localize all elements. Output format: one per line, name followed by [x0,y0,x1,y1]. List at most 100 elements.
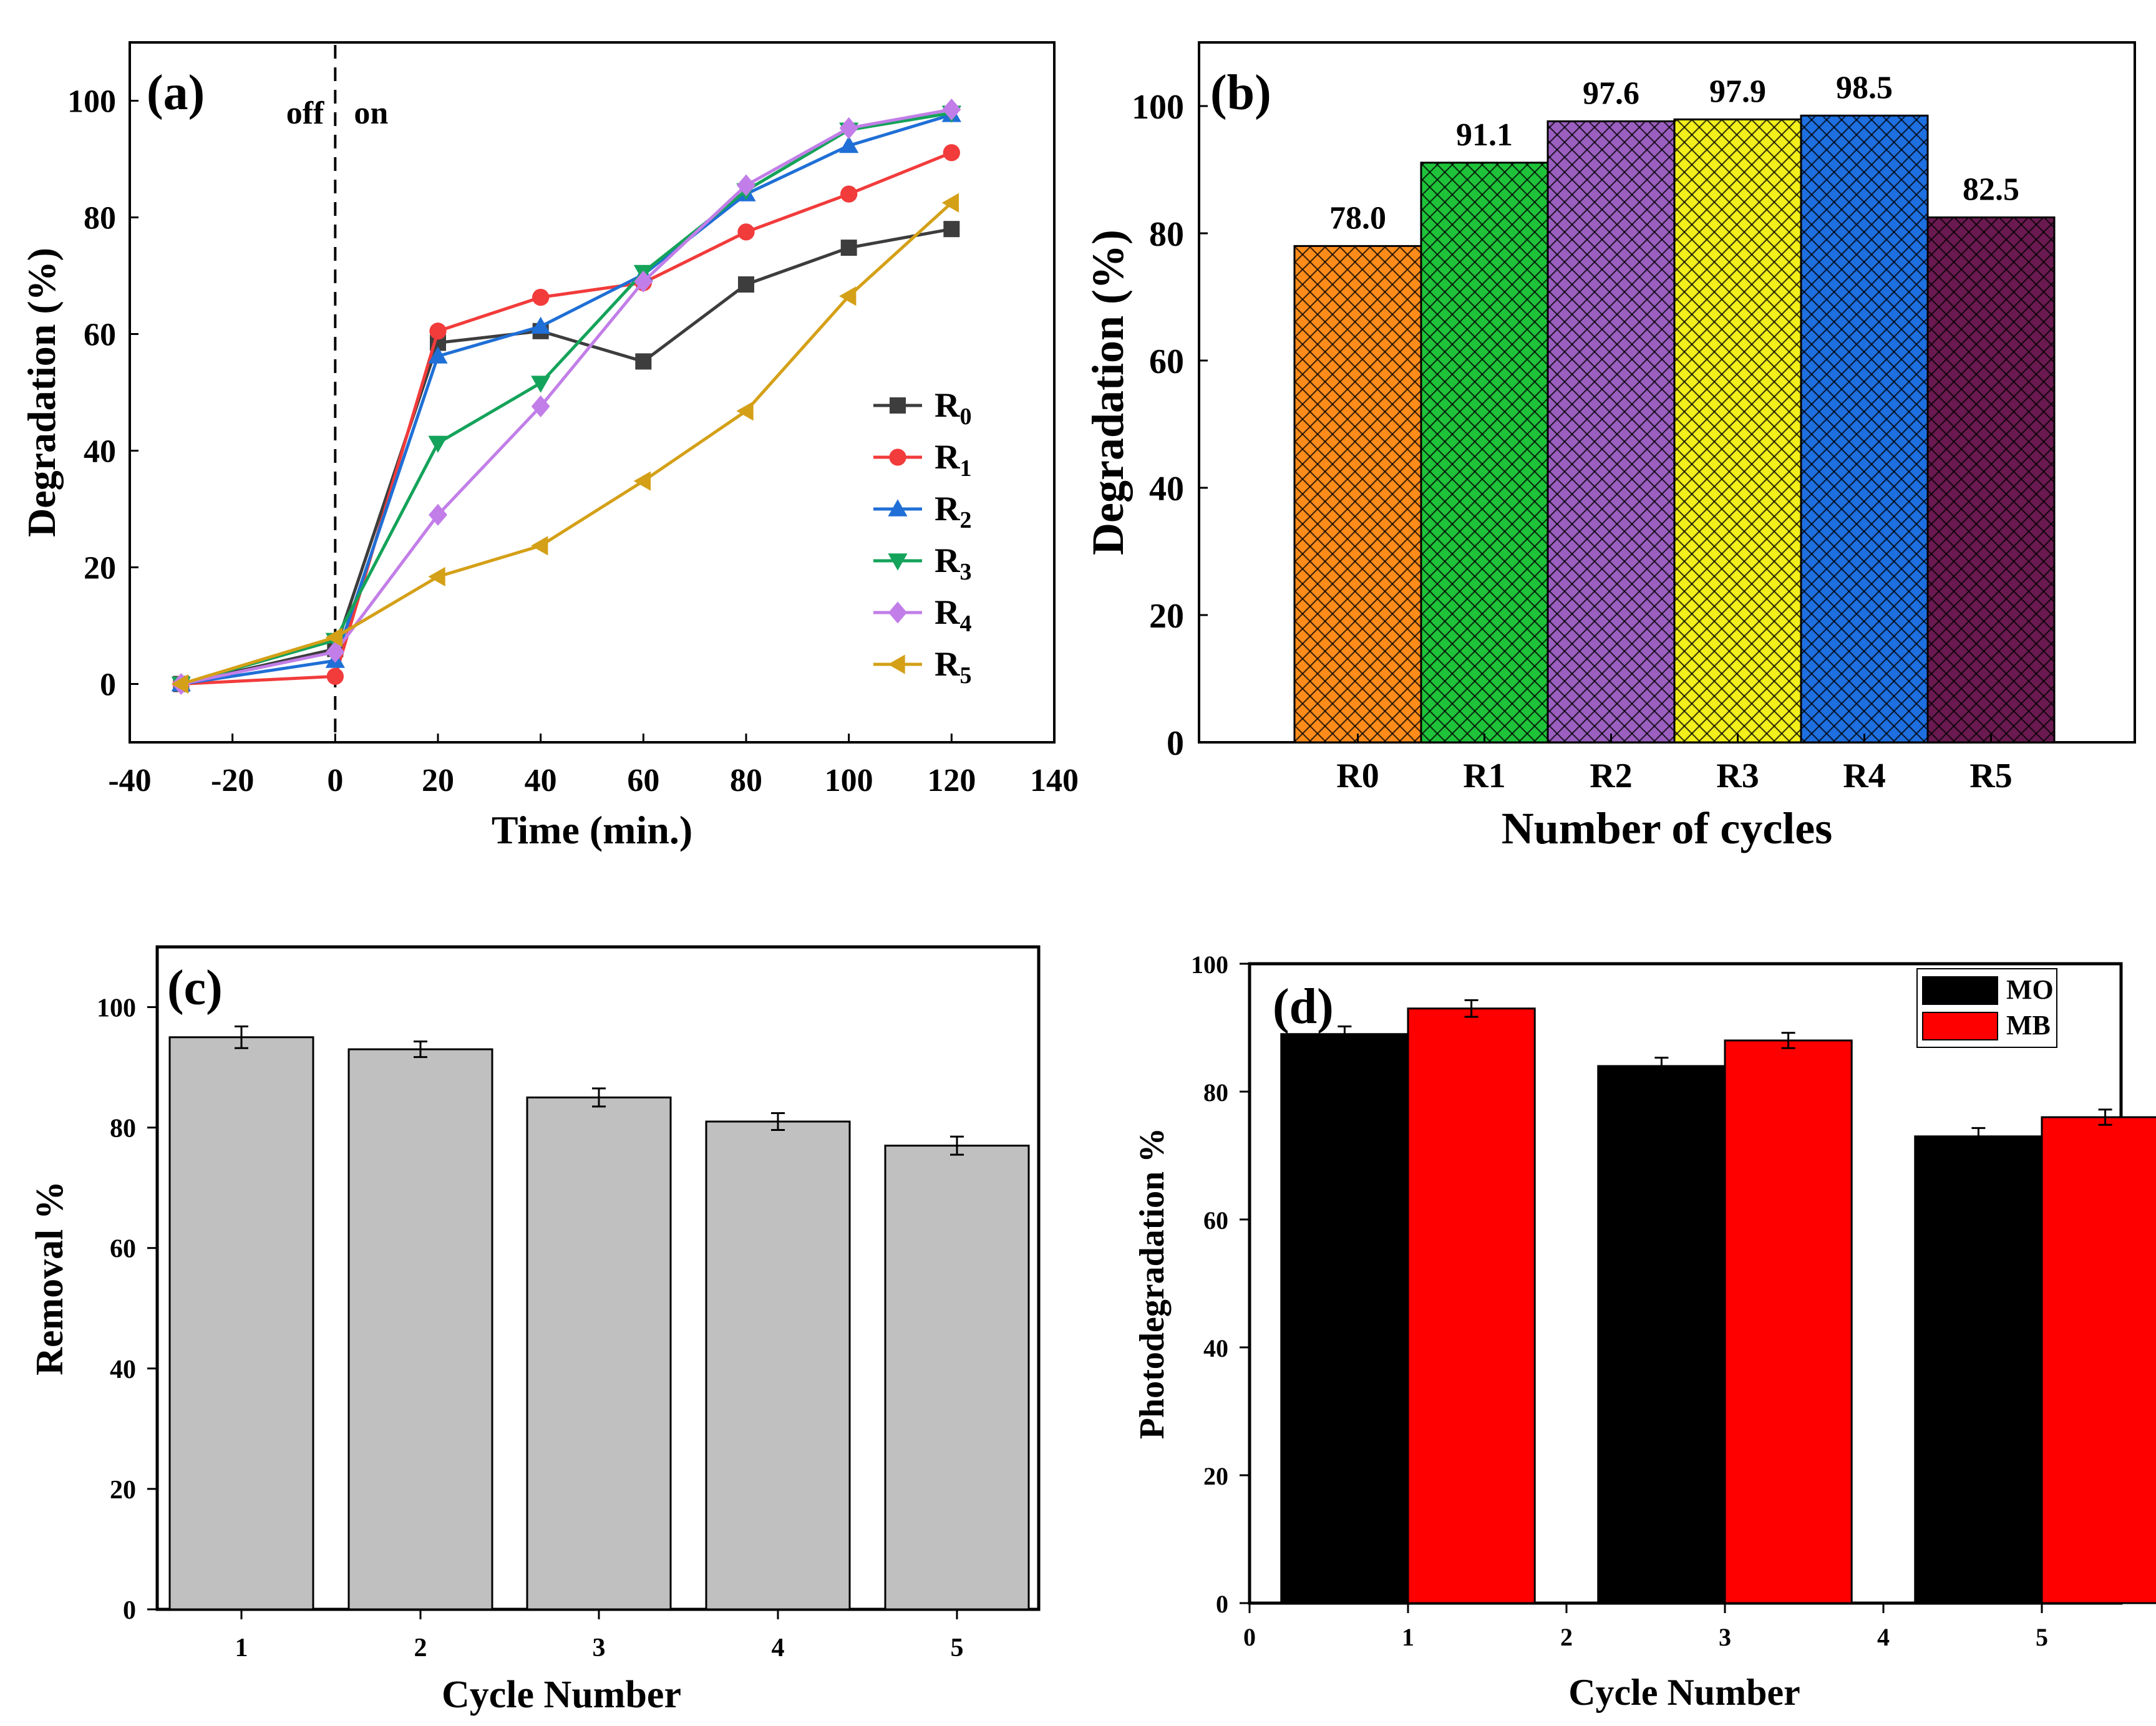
legend-marker [890,397,906,414]
data-point [531,316,551,334]
legend-label: R4 [935,593,971,637]
x-tick-label: 2 [1560,1623,1573,1651]
y-tick-label: 100 [67,84,116,120]
y-axis-title: Photodegradation % [1133,1128,1172,1439]
x-tick-label: R0 [1336,757,1379,795]
series-line [180,227,952,686]
data-point [737,223,755,241]
y-tick-label: 60 [110,1235,136,1264]
x-tick-label: -20 [211,763,254,798]
bar-hatch-R3 [1674,119,1801,743]
series-line [180,108,952,686]
bar-cycle-3 [526,1096,672,1611]
y-tick-label: 40 [84,434,116,470]
y-tick-label: 100 [1191,951,1228,979]
y-tick-label: 80 [84,201,116,236]
bar-cycle-2 [347,1048,493,1611]
y-tick-label: 60 [84,318,116,353]
y-tick-label: 0 [1167,724,1184,763]
data-point [635,353,652,370]
y-tick-label: 40 [1203,1334,1228,1362]
error-bar [1338,1025,1352,1043]
bar-value-label: 97.6 [1583,75,1639,111]
x-tick-label: 2 [414,1634,427,1662]
y-tick-label: 20 [84,551,116,586]
y-tick-label: 100 [1132,88,1184,127]
x-tick-label: 5 [951,1634,964,1662]
legend-marker [888,601,907,624]
bar-cycle-5 [884,1145,1030,1611]
legend-label: R2 [935,490,971,533]
y-tick-label: 20 [1203,1462,1228,1490]
bar-cycle-4 [705,1120,851,1611]
y-tick-label: 60 [1149,342,1184,381]
y-tick-label: 80 [1149,215,1184,254]
error-bar [1654,1057,1669,1075]
error-bar [1464,999,1479,1018]
bar-MO-cycle-3 [1597,1065,1726,1604]
legend-item-R2: R2 [873,490,971,533]
x-axis-title: Number of cycles [1502,803,1833,853]
panel-label: (d) [1273,979,1334,1034]
legend-label-name: R [935,438,960,477]
data-point [840,185,858,203]
series-R1 [172,144,960,693]
x-tick-label: 5 [2036,1623,2048,1651]
y-tick-label: 0 [123,1596,136,1625]
annotation-on: on [354,95,388,131]
panel-d-grouped-bar-chart: 0 20 40 60 80 100 0 1 2 3 4 5 MO MB Cycle Number Photod… [1133,951,2156,1713]
error-bar [1781,1032,1795,1049]
x-axis-title: Time (min.) [492,808,692,852]
plot-frame [129,41,1056,744]
legend: MO MB [1916,968,2057,1048]
bar-value-label: 98.5 [1836,70,1893,105]
bar-hatch-R4 [1801,115,1928,743]
annotation-off: off [286,95,324,131]
bar-MB-cycle-3 [1724,1039,1853,1604]
panel-label: (c) [167,961,223,1016]
bar-hatch-R2 [1548,121,1674,743]
panel-a-line-chart: -40 -20 0 20 40 60 80 100 120 140020406080100Time… [19,41,1079,852]
legend-marker [888,654,905,674]
y-tick-label: 40 [1149,470,1184,508]
data-point [171,674,189,694]
data-point [531,376,551,393]
bar-value-label: 97.9 [1709,74,1766,109]
data-point [531,536,548,556]
bar-MO-cycle-1 [1280,1033,1409,1604]
bar-value-label: 82.5 [1963,172,2019,208]
legend-label-name: R [935,593,960,632]
data-point [839,117,858,139]
x-tick-label: 1 [235,1634,248,1662]
y-tick-label: 0 [1216,1590,1228,1618]
data-point [532,288,550,306]
x-tick-label: 1 [1402,1623,1414,1651]
legend-item-R1: R1 [873,438,971,482]
data-point [941,193,959,213]
bar-MB-cycle-5 [2041,1116,2156,1604]
x-tick-label: 0 [327,763,343,798]
error-bar [2098,1108,2112,1126]
y-tick-label: 100 [97,994,136,1023]
x-tick-label: R2 [1590,757,1632,795]
legend-label-subscript: 0 [959,404,971,430]
data-point [428,435,448,453]
error-bar [592,1087,606,1108]
data-point [326,667,344,685]
bar-MB-cycle-1 [1407,1007,1536,1604]
y-tick-label: 80 [110,1115,136,1143]
x-tick-label: 3 [593,1634,606,1662]
legend-item-R4: R4 [873,593,971,637]
x-tick-label: 120 [927,763,976,798]
panel-label: (a) [147,65,205,120]
legend-label: R5 [935,645,971,689]
x-tick-label: -40 [108,763,151,798]
data-point [943,221,960,238]
legend-label-name: R [935,645,960,684]
legend-swatch-MB [1922,1012,1998,1040]
legend-label: R0 [935,386,971,430]
legend-label-subscript: 4 [959,611,971,637]
data-point [943,144,960,162]
x-tick-label: 0 [1243,1623,1256,1651]
